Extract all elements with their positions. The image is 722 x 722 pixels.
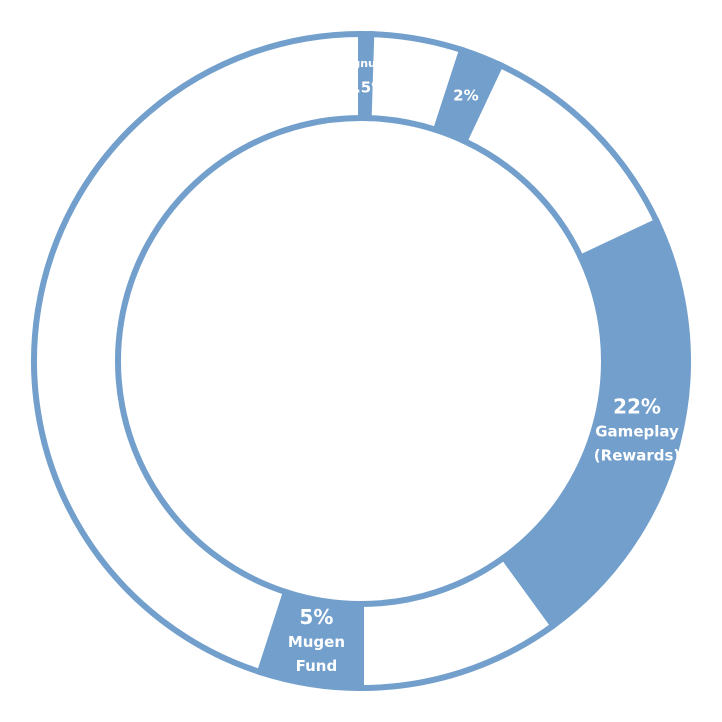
slice-unlabeled-3 bbox=[460, 61, 661, 262]
percent-label-unlabeled-2-0: 2% bbox=[453, 87, 478, 105]
percent-label-gameplay-rewards-4-0: 22% bbox=[613, 394, 661, 418]
slice-name-label-signups-0-0: Signups bbox=[341, 57, 391, 70]
slice-name-label-mugen-fund-6-1: Mugen bbox=[288, 633, 345, 651]
slice-name-label-gameplay-rewards-4-1: Gameplay bbox=[595, 422, 679, 440]
slice-name-label-mugen-fund-6-2: Fund bbox=[296, 657, 338, 675]
label-group: Signups 0.5% 2% 22% Gameplay (Rewards) 5% Mugen… bbox=[288, 57, 680, 675]
percent-label-signups-0-1: 0.5% bbox=[345, 79, 387, 97]
percent-label-mugen-fund-6-0: 5% bbox=[299, 605, 333, 629]
slice-name-label-gameplay-rewards-4-2: (Rewards) bbox=[594, 446, 680, 464]
slice-group bbox=[31, 30, 691, 692]
slice-unlabeled-7 bbox=[31, 30, 364, 676]
